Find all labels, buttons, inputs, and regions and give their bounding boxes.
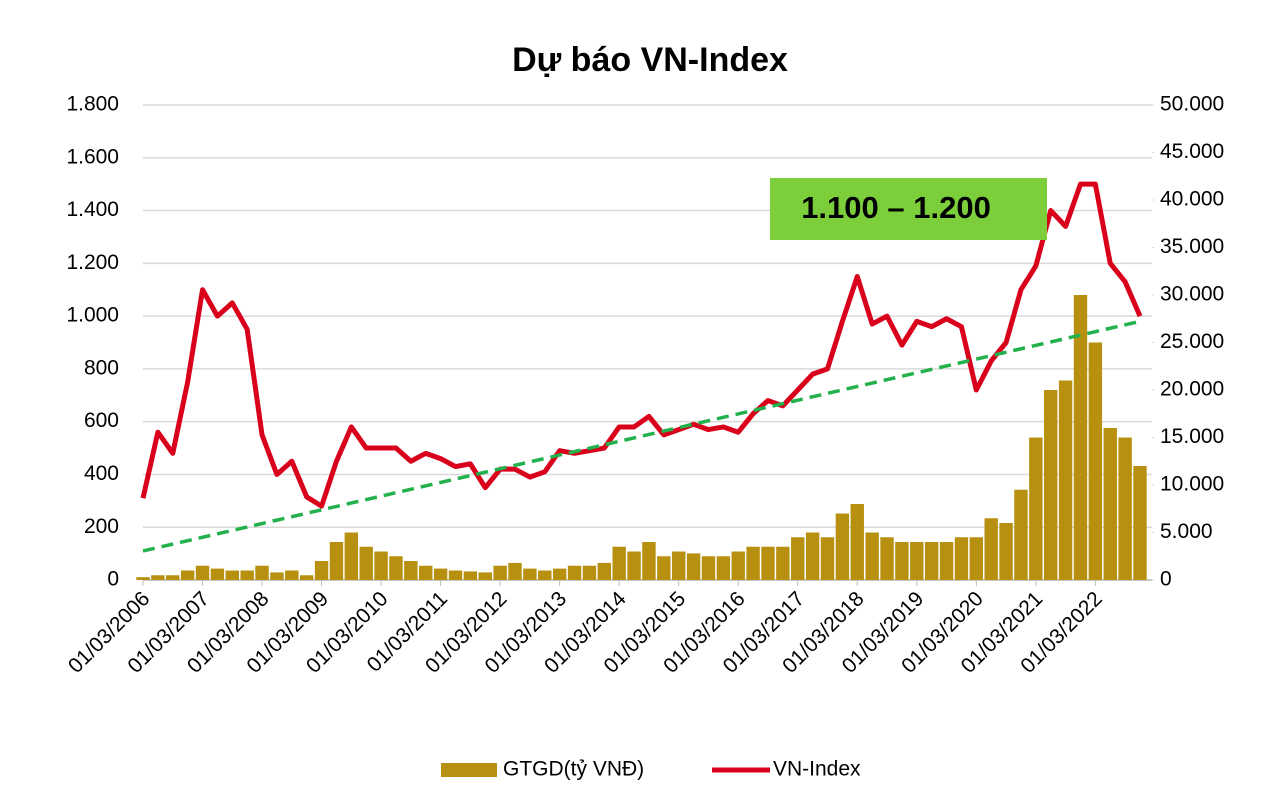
bar: [716, 556, 731, 580]
bar: [582, 565, 597, 580]
bar: [910, 542, 924, 580]
bar: [359, 546, 373, 580]
bar: [791, 537, 805, 580]
annotation-box: [770, 178, 1047, 240]
bar: [657, 556, 671, 580]
bar: [642, 542, 656, 580]
bar: [523, 568, 537, 580]
bar: [731, 551, 745, 580]
bar: [1088, 342, 1103, 580]
bar: [404, 561, 418, 580]
bar: [493, 565, 507, 580]
y-tick-label: 600: [84, 409, 119, 432]
bar: [374, 551, 388, 580]
bar: [805, 532, 820, 580]
bar: [865, 532, 879, 580]
y2-tick-label: 10.000: [1160, 473, 1224, 496]
y-tick-label: 200: [84, 515, 119, 538]
bar: [136, 577, 150, 580]
bar: [240, 570, 254, 580]
trend-line: [142, 319, 1141, 553]
annotation: 1.100 – 1.200: [801, 190, 991, 225]
legend-label: VN-Index: [773, 758, 861, 781]
y-tick-label: 1.000: [66, 304, 119, 327]
bar: [1029, 437, 1043, 580]
y-tick-label: 1.800: [66, 93, 119, 116]
bar: [761, 546, 775, 580]
bar: [1133, 466, 1147, 580]
y-tick-label: 1.200: [66, 251, 119, 274]
bar: [746, 546, 760, 580]
bar: [835, 513, 850, 580]
bar: [419, 565, 433, 580]
bar: [776, 546, 790, 580]
bar: [672, 551, 686, 580]
bar: [1058, 380, 1073, 580]
bar: [270, 572, 284, 580]
y2-tick-label: 5.000: [1160, 520, 1213, 543]
bar: [612, 546, 626, 580]
bar: [552, 568, 567, 580]
bar: [924, 542, 939, 580]
y-tick-label: 1.400: [66, 198, 119, 221]
bar: [285, 570, 299, 580]
bar: [627, 551, 641, 580]
bar: [255, 565, 269, 580]
bar: [1014, 489, 1028, 580]
bar: [1103, 428, 1117, 580]
bar: [895, 542, 909, 580]
bar: [180, 570, 195, 580]
bar: [597, 562, 611, 580]
y2-tick-label: 35.000: [1160, 235, 1224, 258]
legend-label: GTGD(tỷ VNĐ): [503, 758, 644, 781]
bar: [195, 565, 210, 580]
bar: [448, 570, 463, 580]
bar: [1118, 437, 1132, 580]
y-tick-label: 800: [84, 356, 119, 379]
y2-tick-label: 45.000: [1160, 140, 1224, 163]
bar: [538, 570, 552, 580]
bar: [463, 571, 478, 580]
bar: [701, 556, 716, 580]
bar: [939, 542, 954, 580]
y2-tick-label: 40.000: [1160, 188, 1224, 211]
y2-tick-label: 25.000: [1160, 330, 1224, 353]
bar: [999, 523, 1013, 580]
bar: [151, 575, 165, 580]
bar: [344, 532, 359, 580]
y-tick-label: 400: [84, 462, 119, 485]
chart-title: Dự báo VN-Index: [512, 41, 788, 79]
bar: [1044, 390, 1058, 580]
bar: [478, 572, 492, 580]
bar: [880, 537, 894, 580]
bar: [225, 570, 239, 580]
bar: [567, 565, 582, 580]
bar: [166, 575, 180, 580]
bar: [984, 518, 998, 580]
y2-tick-label: 15.000: [1160, 425, 1224, 448]
bar: [954, 537, 969, 580]
bar: [686, 553, 701, 580]
y-tick-label: 1.600: [66, 145, 119, 168]
legend-swatch: [441, 763, 497, 777]
bar: [299, 575, 314, 580]
bar: [969, 537, 984, 580]
y-tick-label: 0: [107, 568, 119, 591]
line: [140, 181, 1143, 509]
bar: [433, 568, 448, 580]
y2-tick-label: 50.000: [1160, 93, 1224, 116]
bar: [850, 504, 864, 580]
bar: [1073, 295, 1088, 580]
bar: [389, 556, 403, 580]
y2-tick-label: 20.000: [1160, 378, 1224, 401]
y2-tick-label: 0: [1160, 568, 1172, 591]
bar: [210, 568, 225, 580]
bar: [508, 562, 522, 580]
bar: [820, 537, 835, 580]
bar: [329, 542, 344, 580]
y2-tick-label: 30.000: [1160, 283, 1224, 306]
bar: [314, 561, 329, 580]
